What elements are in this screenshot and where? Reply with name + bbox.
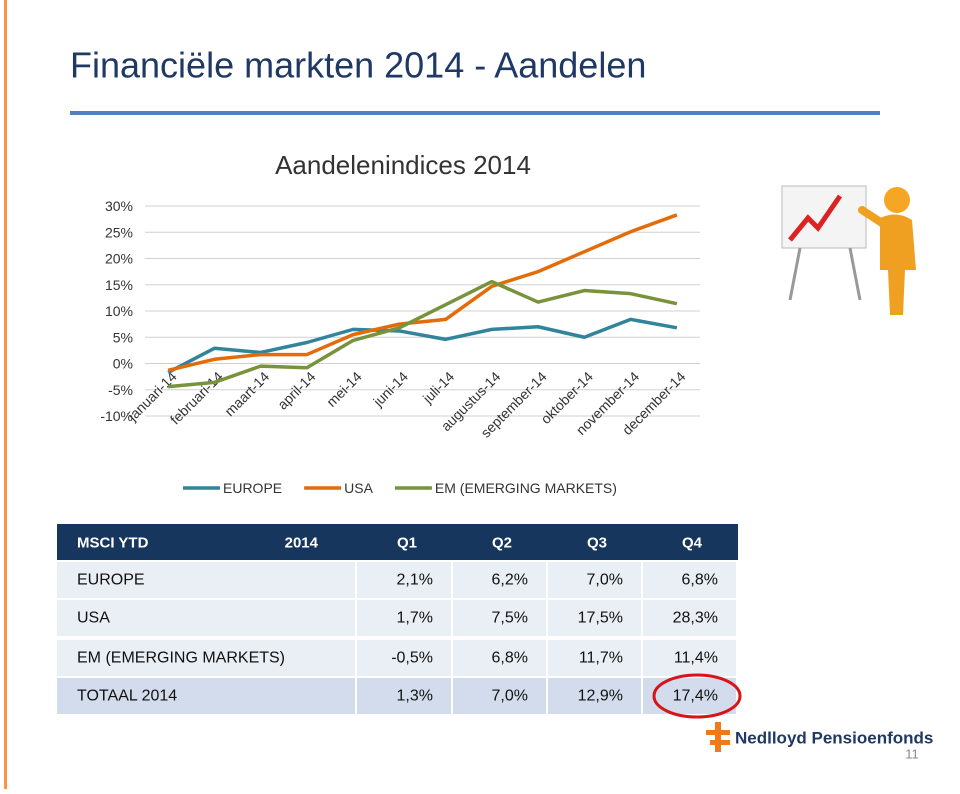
x-tick-label: april-14	[274, 368, 318, 412]
table-cell: 7,0%	[587, 572, 623, 589]
logo-text: Nedlloyd Pensioenfonds	[735, 729, 933, 748]
table-cell: 6,8%	[682, 572, 718, 589]
table-cell: 7,0%	[492, 688, 528, 705]
table-cell-bg	[357, 600, 451, 636]
table-cell: 7,5%	[492, 610, 528, 627]
chart-title: Aandelenindices 2014	[275, 150, 531, 180]
table-cell-bg	[643, 678, 736, 714]
left-accent	[4, 0, 7, 789]
table-header-cell: Q2	[492, 535, 512, 552]
table-cell-bg	[57, 640, 355, 676]
y-tick-label: 20%	[105, 251, 133, 267]
table-cell-bg	[548, 562, 641, 598]
y-tick-label: 5%	[113, 329, 133, 345]
table-header-cell: MSCI YTD	[77, 535, 149, 552]
table-cell: 12,9%	[578, 688, 623, 705]
table-header-cell: Q4	[682, 535, 703, 552]
legend-label: EUROPE	[223, 480, 282, 496]
table-cell: 28,3%	[673, 610, 718, 627]
logo-mark	[706, 722, 730, 752]
table-cell-bg	[57, 562, 355, 598]
table-cell-bg	[643, 562, 736, 598]
table-header-cell: 2014	[285, 535, 319, 552]
table-cell: 17,4%	[673, 688, 718, 705]
table-cell-bg	[453, 678, 546, 714]
table-cell-bg	[453, 600, 546, 636]
y-tick-label: 15%	[105, 277, 133, 293]
table-header-cell: Q1	[397, 535, 417, 552]
table-cell-bg	[357, 640, 451, 676]
table-row-label: EM (EMERGING MARKETS)	[77, 650, 285, 667]
table-cell-bg	[453, 640, 546, 676]
presenter-icon	[781, 185, 916, 315]
y-tick-label: 10%	[105, 303, 133, 319]
table-cell-bg	[453, 562, 546, 598]
table-cell-bg	[357, 562, 451, 598]
y-tick-label: 0%	[113, 356, 133, 372]
legend-label: EM (EMERGING MARKETS)	[435, 480, 617, 496]
y-tick-label: -5%	[108, 382, 133, 398]
table-header-cell: Q3	[587, 535, 607, 552]
table-cell: 11,7%	[579, 650, 623, 667]
table-row-label: EUROPE	[77, 572, 145, 589]
y-tick-label: 25%	[105, 224, 133, 240]
table-cell-bg	[643, 640, 736, 676]
table-cell-bg	[548, 678, 641, 714]
y-tick-label: -10%	[100, 408, 133, 424]
table-cell: 1,7%	[397, 610, 433, 627]
slide-title: Financiële markten 2014 - Aandelen	[70, 45, 646, 86]
table-header-bg	[57, 524, 738, 560]
page-number: 11	[905, 747, 919, 762]
table-cell-bg	[57, 678, 355, 714]
series-line	[167, 279, 678, 389]
legend-label: USA	[344, 480, 373, 496]
x-tick-label: juli-14	[419, 368, 458, 407]
table-cell: 11,4%	[674, 650, 718, 667]
table-cell-bg	[57, 600, 355, 636]
table-cell: 6,2%	[492, 572, 528, 589]
table-cell: 6,8%	[492, 650, 528, 667]
table-row-label: USA	[77, 610, 110, 627]
title-rule	[70, 111, 880, 115]
table-cell-bg	[643, 600, 736, 636]
table-cell: 17,5%	[578, 610, 623, 627]
y-tick-label: 30%	[105, 198, 133, 214]
highlight-circle	[652, 673, 742, 719]
table-cell: -0,5%	[391, 650, 433, 667]
table-cell: 2,1%	[397, 572, 433, 589]
table-cell: 1,3%	[397, 688, 433, 705]
table-cell-bg	[357, 678, 451, 714]
x-tick-label: mei-14	[323, 368, 365, 410]
series-line	[167, 213, 678, 373]
series-line	[167, 317, 678, 374]
table-cell-bg	[548, 600, 641, 636]
x-tick-label: juni-14	[369, 368, 411, 410]
table-row-label: TOTAAL 2014	[77, 688, 177, 705]
table-cell-bg	[548, 640, 641, 676]
